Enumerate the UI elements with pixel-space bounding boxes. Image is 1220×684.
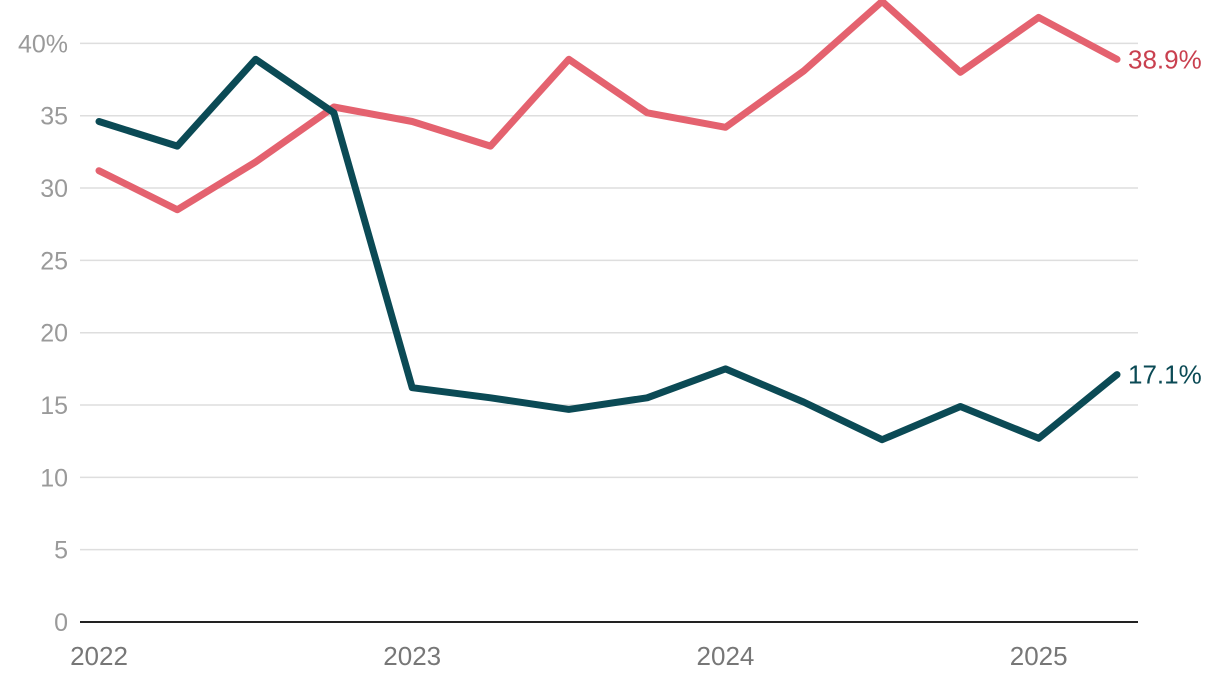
data-point (880, 0, 885, 4)
series-end-label: 17.1% (1128, 360, 1202, 390)
y-tick-label: 40% (18, 30, 68, 58)
data-point (958, 70, 963, 75)
gridlines (80, 42, 1138, 551)
series-line (95, 0, 1121, 214)
data-point (566, 57, 571, 62)
series-line (95, 55, 1121, 444)
y-tick-label: 0 (54, 609, 68, 637)
x-tick-label: 2024 (697, 641, 755, 671)
data-point (1115, 57, 1119, 62)
data-point (566, 407, 571, 412)
data-point (331, 110, 336, 115)
data-point (801, 68, 806, 73)
data-point (645, 395, 650, 400)
end-labels: 38.9% 17.1% (1128, 44, 1202, 389)
y-tick-label: 10 (40, 464, 68, 492)
data-point (410, 385, 415, 390)
data-point (801, 400, 806, 405)
x-tick-label: 2023 (383, 641, 441, 671)
y-tick-label: 20 (40, 320, 68, 348)
y-tick-label: 25 (40, 247, 68, 275)
data-point (175, 207, 180, 212)
data-point (488, 395, 493, 400)
data-point (488, 144, 493, 149)
data-point (1115, 372, 1119, 377)
series-end-label: 38.9% (1128, 44, 1202, 74)
data-point (253, 57, 258, 62)
data-point (645, 110, 650, 115)
data-point (175, 144, 180, 149)
series-lines (95, 0, 1121, 444)
x-axis-ticks: 2022 2023 2024 2025 (70, 641, 1068, 671)
y-tick-label: 15 (40, 392, 68, 420)
data-point (880, 437, 885, 442)
y-tick-label: 35 (40, 103, 68, 131)
data-point (410, 119, 415, 124)
data-point (97, 119, 101, 124)
x-tick-label: 2025 (1010, 641, 1068, 671)
data-point (723, 366, 728, 371)
data-point (1036, 15, 1041, 20)
data-point (723, 125, 728, 130)
y-tick-label: 5 (54, 537, 68, 565)
data-point (1036, 436, 1041, 441)
y-tick-label: 30 (40, 175, 68, 203)
x-tick-label: 2022 (70, 641, 128, 671)
data-point (958, 404, 963, 409)
data-point (97, 168, 101, 173)
data-point (253, 160, 258, 165)
y-axis-ticks: 0 5 10 15 20 25 30 35 40% (18, 30, 68, 637)
